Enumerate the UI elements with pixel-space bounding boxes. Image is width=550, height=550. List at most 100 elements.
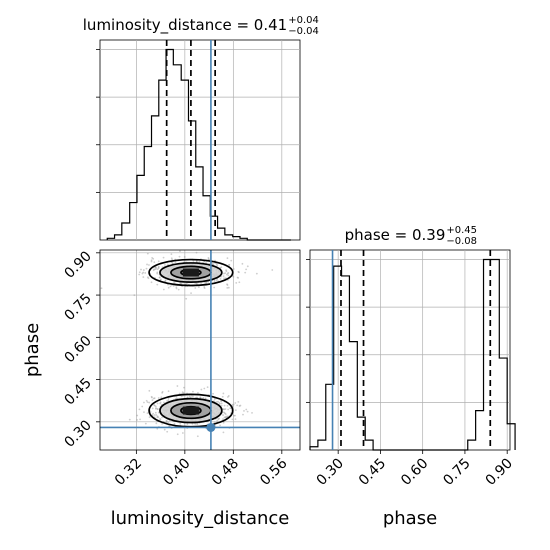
- ytick-label: 0.45: [61, 375, 94, 408]
- scatter-point: [167, 399, 170, 402]
- scatter-point: [200, 282, 202, 284]
- scatter-point: [160, 278, 162, 281]
- scatter-point: [234, 418, 237, 420]
- scatter-point: [161, 390, 164, 393]
- scatter-point: [204, 281, 206, 284]
- scatter-point: [157, 397, 160, 399]
- scatter-point: [179, 250, 181, 253]
- scatter-point: [171, 261, 174, 264]
- scatter-point: [169, 285, 172, 288]
- scatter-point: [226, 396, 229, 398]
- scatter-point: [166, 400, 168, 402]
- scatter-point: [222, 414, 224, 416]
- hist1-title: luminosity_distance = 0.41: [83, 16, 287, 35]
- scatter-point: [206, 386, 209, 389]
- scatter-point: [148, 264, 150, 266]
- scatter-point: [148, 401, 151, 404]
- scatter-point: [222, 421, 225, 424]
- scatter-point: [223, 411, 226, 414]
- scatter-point: [157, 266, 160, 269]
- scatter-point: [151, 407, 154, 410]
- contour-level: [148, 258, 234, 287]
- scatter-point: [196, 435, 199, 438]
- scatter-point: [188, 395, 191, 398]
- panel-luminosity-distance-hist: luminosity_distance = 0.41 +0.04 −0.04: [83, 15, 319, 241]
- hist1-ytick-marks: [96, 49, 100, 193]
- scatter-point: [164, 263, 166, 266]
- hist2-title-sup: +0.45: [446, 225, 477, 236]
- scatter-point: [196, 396, 198, 399]
- scatter-point: [231, 418, 234, 421]
- scatter-point: [145, 267, 148, 270]
- scatter-point: [196, 423, 199, 426]
- scatter-point: [155, 267, 158, 270]
- scatter-point: [235, 281, 238, 284]
- xtick-label: 0.90: [483, 456, 516, 489]
- hist2-ytick-marks: [306, 259, 310, 403]
- scatter-point: [148, 389, 151, 392]
- scatter-point: [200, 388, 203, 391]
- scatter-point: [153, 261, 156, 264]
- scatter-point: [174, 261, 177, 264]
- scatter-point: [213, 421, 216, 424]
- hist2-title-sub: −0.08: [446, 236, 477, 247]
- scatter-point: [177, 288, 180, 291]
- ytick-label: 0.75: [61, 291, 94, 324]
- scatter-point: [146, 252, 149, 255]
- scatter-point: [162, 288, 165, 291]
- scatter-point: [179, 422, 182, 425]
- scatter-point: [192, 390, 194, 393]
- scatter-point: [225, 269, 228, 272]
- x-axis-label-luminosity-distance: luminosity_distance: [111, 508, 290, 529]
- scatter-point: [238, 271, 240, 274]
- ytick-label: 0.90: [61, 248, 94, 281]
- scatter-point: [156, 272, 159, 275]
- scatter-point: [178, 255, 181, 258]
- scatter-point: [100, 287, 103, 290]
- scatter-x-ticks: 0.32 0.40 0.48 0.56: [112, 450, 291, 489]
- scatter-point: [237, 400, 240, 403]
- scatter-point: [156, 427, 159, 430]
- scatter-point: [183, 386, 185, 389]
- scatter-point: [156, 268, 159, 271]
- scatter-point: [182, 392, 185, 394]
- scatter-point: [183, 256, 186, 258]
- scatter-point: [203, 286, 206, 288]
- scatter-point: [147, 277, 150, 280]
- scatter-point: [154, 411, 157, 414]
- scatter-point: [160, 396, 163, 399]
- scatter-point: [232, 268, 235, 270]
- scatter-point: [159, 401, 162, 404]
- scatter-point: [176, 385, 179, 387]
- scatter-point: [158, 276, 161, 279]
- scatter-point: [226, 257, 229, 260]
- scatter-point: [232, 275, 235, 278]
- scatter-point: [203, 387, 206, 390]
- scatter-point: [155, 422, 158, 425]
- scatter-point: [243, 410, 245, 412]
- scatter-point: [138, 273, 141, 276]
- scatter-point: [156, 283, 159, 286]
- scatter-point: [194, 287, 197, 289]
- scatter-point: [156, 408, 159, 411]
- scatter-point: [143, 411, 145, 414]
- xtick-label: 0.32: [112, 456, 145, 489]
- scatter-point: [165, 419, 168, 422]
- x-axis-label-phase: phase: [383, 508, 437, 529]
- scatter-point: [232, 403, 235, 406]
- scatter-point: [146, 412, 149, 415]
- scatter-point: [163, 401, 165, 404]
- scatter-point: [141, 272, 144, 275]
- scatter-point: [244, 271, 247, 274]
- scatter-point: [199, 396, 202, 399]
- scatter-point: [236, 404, 239, 407]
- scatter-point: [213, 280, 216, 283]
- scatter-point: [167, 421, 170, 424]
- scatter-point: [197, 391, 199, 394]
- scatter-point: [222, 418, 224, 420]
- scatter-point: [242, 413, 244, 416]
- scatter-point: [128, 418, 131, 421]
- truth-marker: [206, 422, 216, 432]
- scatter-point: [150, 281, 153, 284]
- scatter-point: [227, 408, 230, 411]
